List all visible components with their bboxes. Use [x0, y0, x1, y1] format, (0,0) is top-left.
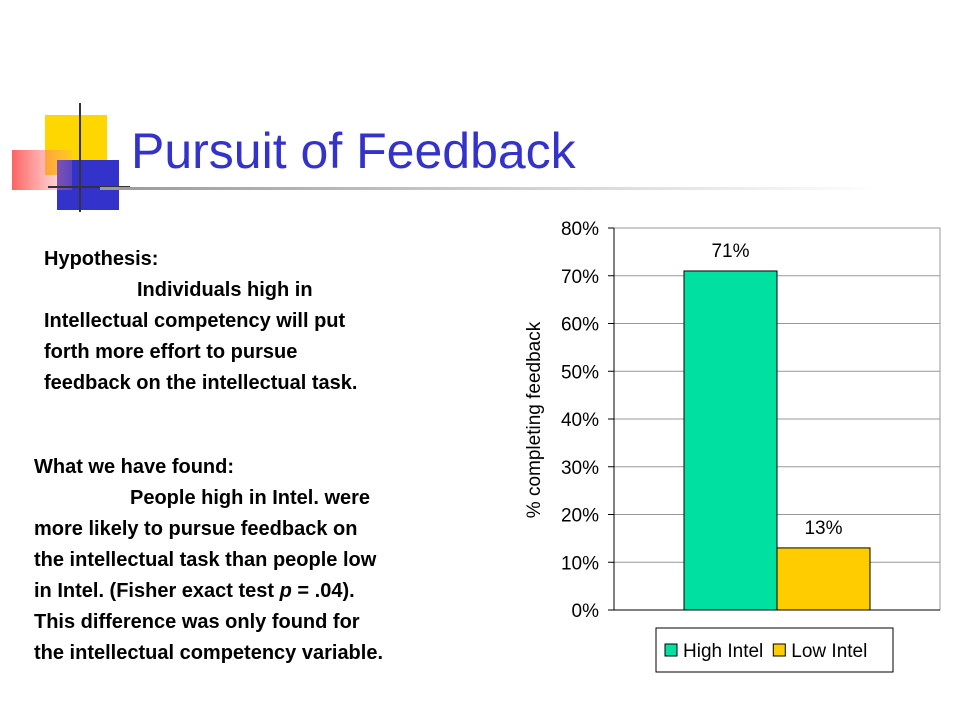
data-label: 13% — [804, 518, 842, 539]
text-segment: the intellectual competency variable. — [34, 642, 383, 664]
red-block — [12, 150, 72, 190]
findings-line: the intellectual competency variable. — [34, 642, 383, 664]
findings-line: People high in Intel. were — [130, 487, 370, 509]
text-blocks: Hypothesis: Individuals high in Intellectu… — [34, 248, 383, 664]
findings-line: in Intel. (Fisher exact test p = .04). — [34, 580, 355, 602]
hypothesis-heading: Hypothesis: — [44, 248, 158, 270]
decoration — [12, 103, 880, 212]
y-tick-label: 50% — [561, 362, 599, 383]
legend-swatch — [664, 643, 678, 657]
text-segment: the intellectual task than people low — [34, 549, 377, 571]
text-segment: more likely to pursue feedback on — [34, 518, 357, 540]
hypothesis-line: forth more effort to pursue — [44, 341, 297, 363]
legend-box — [655, 627, 894, 673]
findings-line: This difference was only found for — [34, 611, 360, 633]
legend-swatch — [772, 643, 786, 657]
y-tick-label: 40% — [561, 410, 599, 431]
text-segment: p — [279, 580, 292, 602]
legend-label: Low Intel — [791, 641, 867, 662]
hypothesis-line: feedback on the intellectual task. — [44, 372, 357, 394]
y-tick-label: 80% — [561, 219, 599, 240]
hypothesis-line: Intellectual competency will put — [44, 310, 346, 332]
findings-line: the intellectual task than people low — [34, 549, 377, 571]
y-tick-label: 20% — [561, 506, 599, 527]
data-label: 71% — [711, 241, 749, 262]
title-rule — [100, 187, 880, 190]
text-segment: in Intel. (Fisher exact test — [34, 580, 280, 602]
text-segment: People high in Intel. were — [130, 487, 370, 509]
bar — [683, 270, 778, 611]
y-tick-label: 70% — [561, 267, 599, 288]
text-segment: This difference was only found for — [34, 611, 360, 633]
chart: 0% 10% 20% 30% 40% 50% 60% 70% 80% % completing f… — [524, 219, 941, 673]
y-tick-label: 30% — [561, 458, 599, 479]
bar — [776, 547, 871, 611]
text-segment: = .04). — [292, 580, 355, 602]
hypothesis-line: Individuals high in — [137, 279, 313, 301]
findings-line: more likely to pursue feedback on — [34, 518, 357, 540]
findings-heading: What we have found: — [34, 456, 234, 478]
legend-label: High Intel — [683, 641, 763, 662]
y-tick-label: 0% — [572, 601, 600, 622]
y-tick-label: 10% — [561, 553, 599, 574]
y-axis-label: % completing feedback — [524, 321, 545, 518]
y-tick-label: 60% — [561, 315, 599, 336]
slide-title: Pursuit of Feedback — [131, 123, 577, 179]
